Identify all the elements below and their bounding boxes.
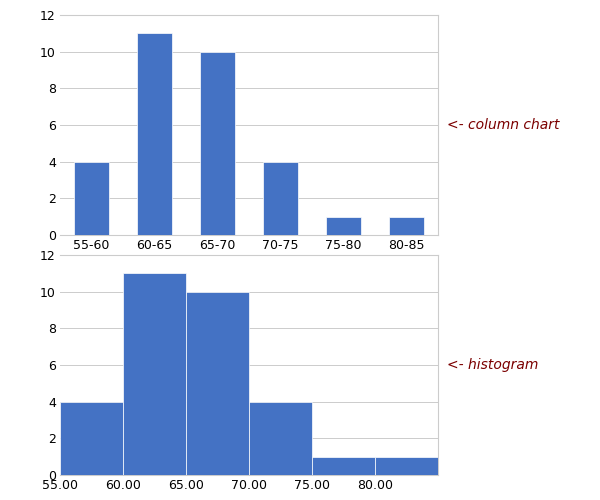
Bar: [312, 456, 375, 475]
Bar: [249, 402, 312, 475]
Bar: [389, 216, 424, 235]
Bar: [60, 402, 123, 475]
Bar: [200, 52, 235, 235]
Bar: [263, 162, 298, 235]
Text: <- histogram: <- histogram: [447, 358, 538, 372]
Bar: [375, 456, 438, 475]
Bar: [137, 34, 172, 235]
Text: <- column chart: <- column chart: [447, 118, 560, 132]
Bar: [123, 274, 186, 475]
Bar: [74, 162, 109, 235]
Bar: [186, 292, 249, 475]
Bar: [326, 216, 361, 235]
